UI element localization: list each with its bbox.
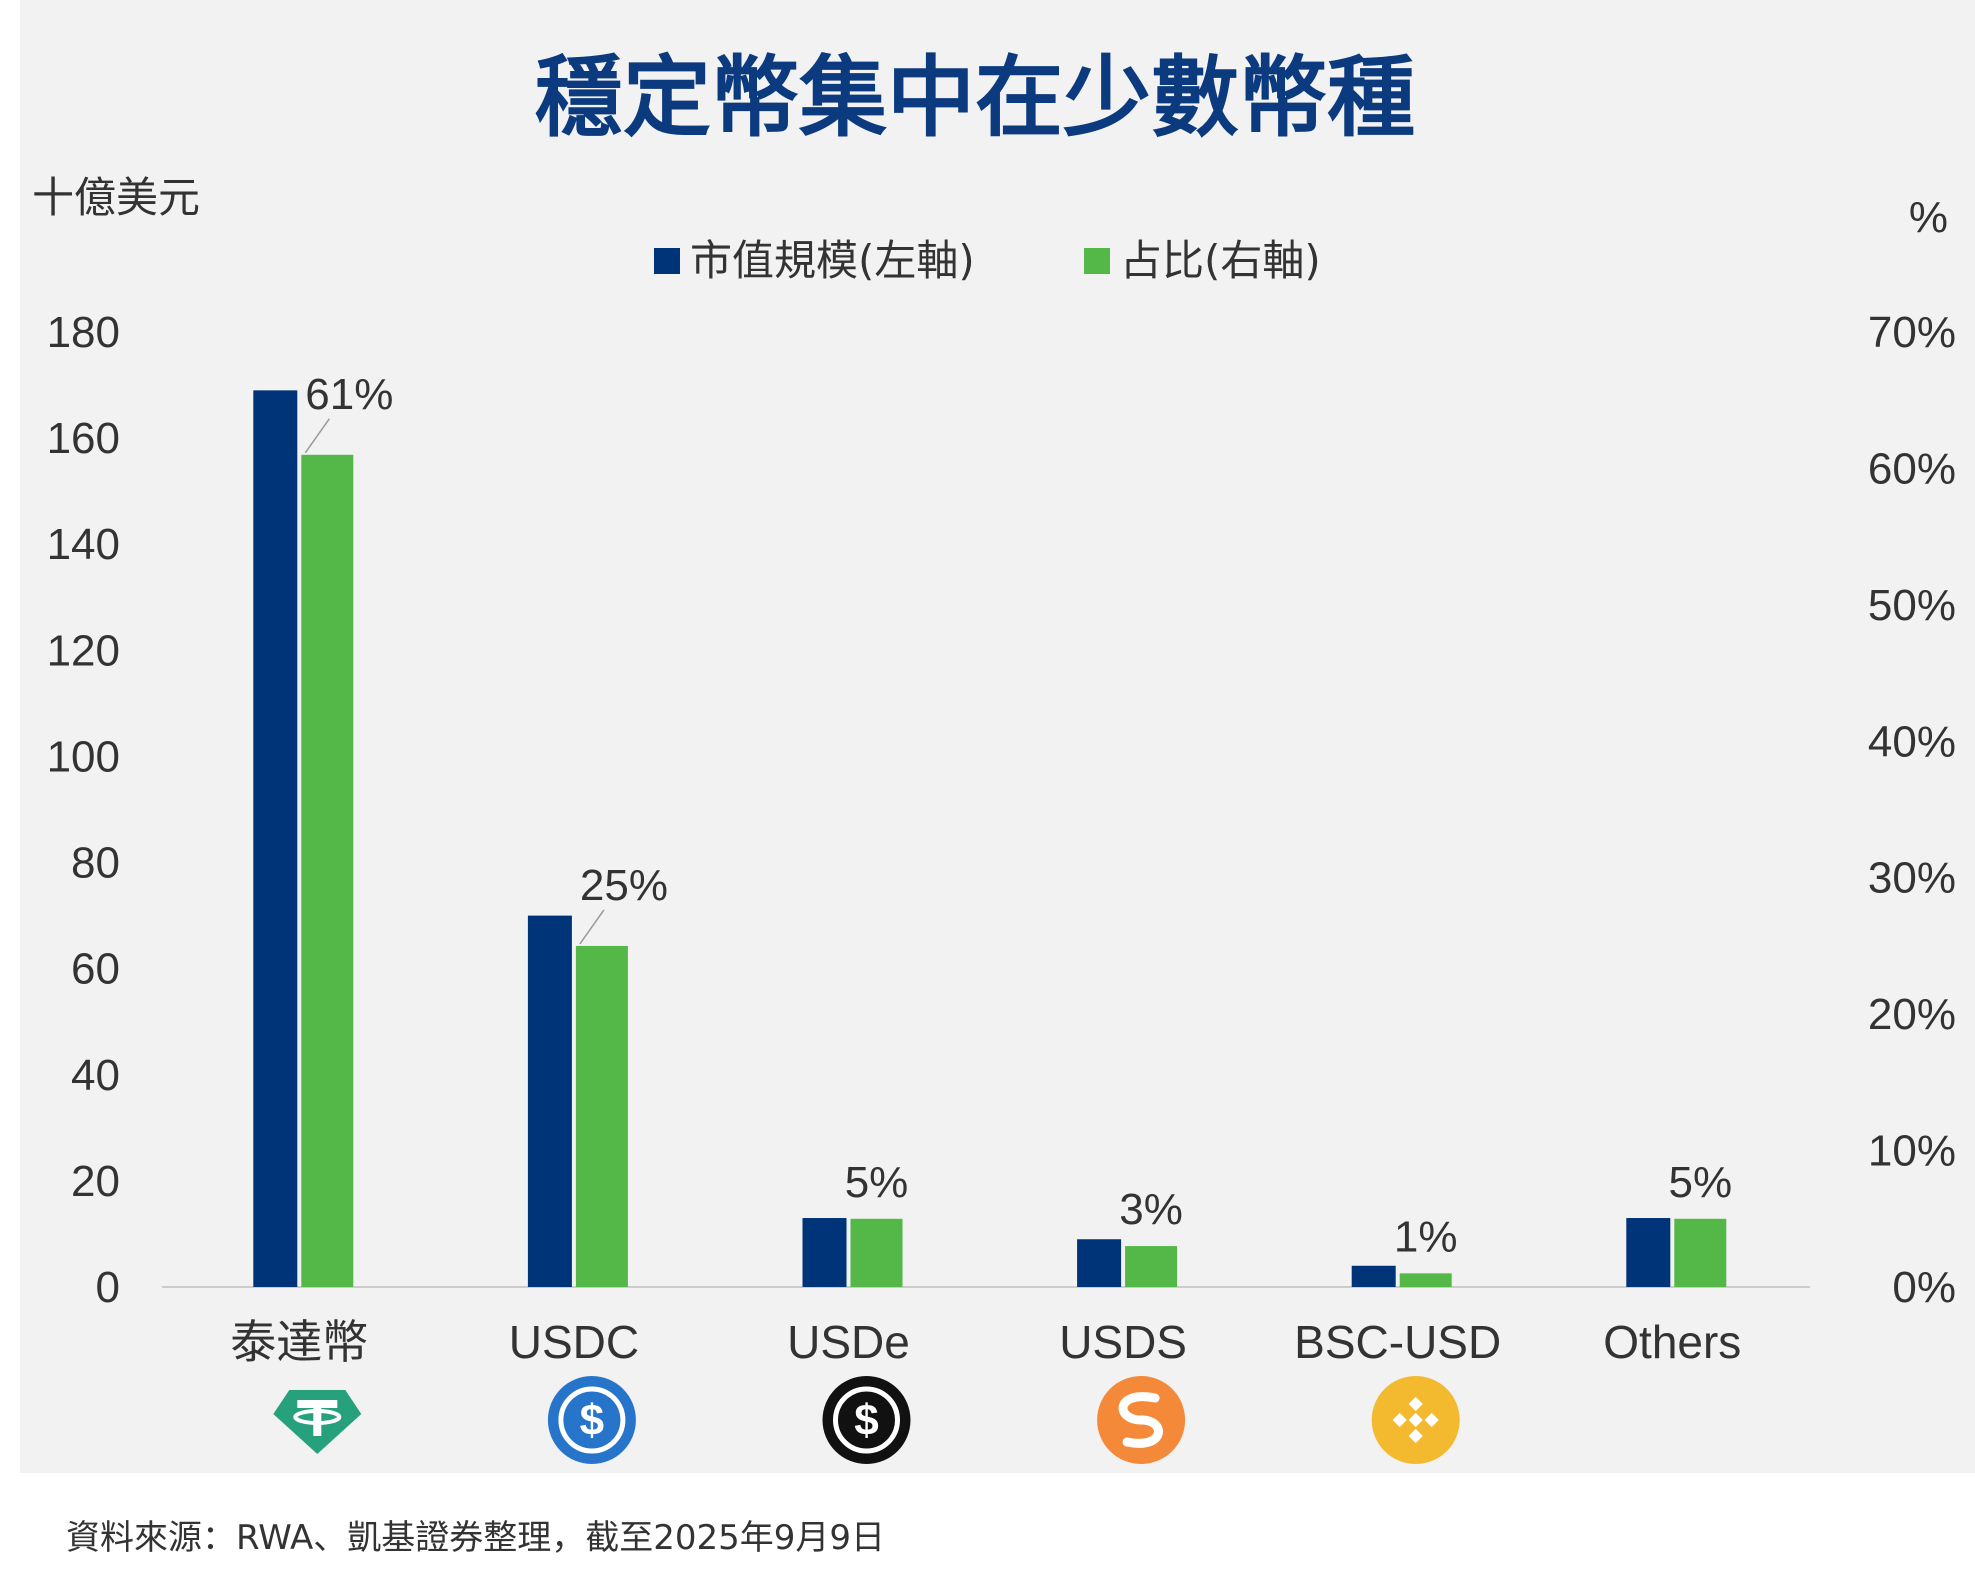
left-tick-label: 40	[71, 1051, 120, 1100]
bar-share	[301, 454, 354, 1287]
right-tick-label: 20%	[1868, 990, 1956, 1039]
right-tick-label: 70%	[1868, 308, 1956, 357]
category-label: 泰達幣	[230, 1315, 368, 1369]
data-label-share: 1%	[1394, 1212, 1458, 1261]
left-axis-unit: 十億美元	[32, 173, 200, 222]
left-tick-label: 0	[96, 1263, 120, 1312]
legend: 市值規模(左軸) 占比(右軸)	[654, 236, 1321, 285]
right-tick-label: 40%	[1868, 717, 1956, 766]
left-tick-label: 140	[47, 520, 120, 569]
source-note: 資料來源：RWA、凱基證券整理，截至2025年9月9日	[66, 1518, 886, 1558]
left-tick-label: 180	[47, 308, 120, 357]
svg-text:$: $	[580, 1396, 604, 1445]
bar-share	[1674, 1218, 1727, 1287]
data-label-share: 61%	[305, 370, 393, 419]
category-label: USDe	[787, 1316, 910, 1368]
right-tick-label: 30%	[1868, 854, 1956, 903]
data-labels: 61% 25% 5% 3% 1% 5%	[304, 370, 1733, 1261]
data-label-leader-line	[579, 909, 605, 945]
left-tick-label: 20	[71, 1157, 120, 1206]
bar-market-cap	[253, 390, 298, 1288]
category-label: USDC	[509, 1316, 639, 1368]
tether-icon	[273, 1390, 362, 1454]
left-tick-label: 160	[47, 414, 120, 463]
binance-icon	[1371, 1376, 1460, 1464]
left-tick-label: 120	[47, 626, 120, 675]
bar-share	[1399, 1273, 1452, 1287]
usdc-icon: $	[547, 1376, 636, 1464]
data-label-share: 5%	[845, 1158, 909, 1207]
left-tick-label: 80	[71, 839, 120, 888]
legend-label-share: 占比(右軸)	[1120, 236, 1321, 285]
chart-panel: 穩定幣集中在少數幣種 十億美元 % 市值規模(左軸) 占比(右軸) 0 20 40 6…	[20, 0, 1975, 1558]
right-axis-unit: %	[1909, 193, 1948, 242]
category-logos: $ $	[273, 1376, 1460, 1464]
bars	[253, 390, 1727, 1288]
usde-icon: $	[822, 1376, 911, 1464]
bar-share	[850, 1218, 903, 1287]
left-tick-label: 100	[47, 732, 120, 781]
right-tick-label: 0%	[1892, 1263, 1956, 1312]
category-label: Others	[1603, 1316, 1741, 1368]
data-label-share: 25%	[580, 861, 668, 910]
right-tick-label: 10%	[1868, 1127, 1956, 1176]
bar-market-cap	[1351, 1265, 1396, 1287]
category-label: USDS	[1059, 1316, 1187, 1368]
chart-title: 穩定幣集中在少數幣種	[535, 46, 1415, 149]
svg-text:$: $	[854, 1396, 878, 1445]
data-label-leader-line	[304, 418, 330, 454]
left-tick-label: 60	[71, 945, 120, 994]
legend-swatch-share	[1084, 248, 1110, 274]
bar-market-cap	[802, 1218, 847, 1287]
right-tick-label: 50%	[1868, 581, 1956, 630]
right-axis-ticks: 0% 10% 20% 30% 40% 50% 60% 70%	[1868, 308, 1956, 1312]
legend-label-market-cap: 市值規模(左軸)	[690, 236, 975, 285]
left-axis-ticks: 0 20 40 60 80 100 120 140 160 180	[47, 308, 120, 1312]
legend-swatch-market-cap	[654, 248, 680, 274]
bar-market-cap	[1626, 1218, 1671, 1287]
bar-share	[575, 945, 628, 1287]
bar-market-cap	[1077, 1239, 1122, 1287]
data-label-share: 3%	[1119, 1185, 1183, 1234]
chart: 穩定幣集中在少數幣種 十億美元 % 市值規模(左軸) 占比(右軸) 0 20 40 6…	[32, 46, 1956, 1464]
category-label: BSC-USD	[1294, 1316, 1501, 1368]
bar-share	[1125, 1246, 1178, 1287]
category-labels: 泰達幣 USDC USDe USDS BSC-USD Others	[230, 1315, 1741, 1369]
data-label-share: 5%	[1669, 1158, 1733, 1207]
usds-icon	[1097, 1376, 1186, 1464]
bar-market-cap	[527, 915, 572, 1287]
right-tick-label: 60%	[1868, 444, 1956, 493]
